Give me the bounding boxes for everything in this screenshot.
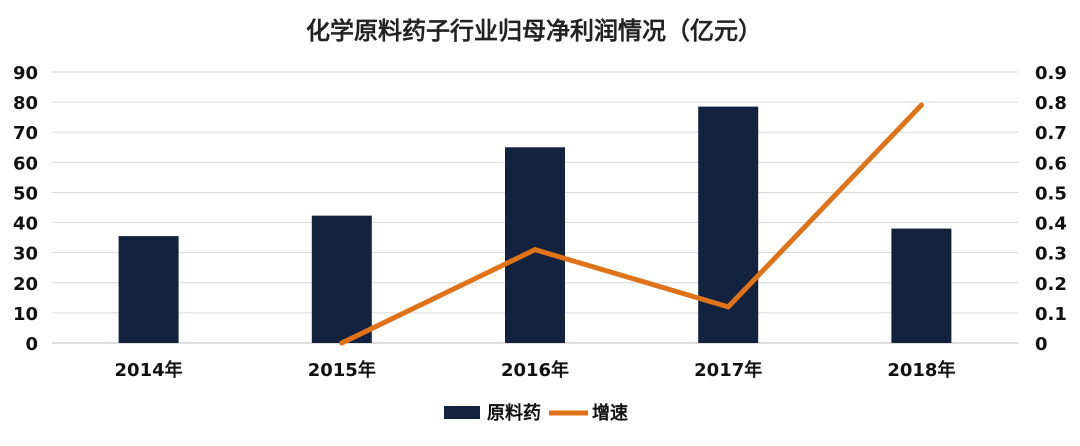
left-tick-label: 70 xyxy=(13,123,38,144)
left-tick-label: 60 xyxy=(13,153,38,174)
line-layer xyxy=(339,102,924,346)
category-label: 2015年 xyxy=(308,359,376,381)
left-tick-label: 10 xyxy=(13,304,38,325)
legend-line-label: 增速 xyxy=(592,402,628,424)
category-label: 2018年 xyxy=(887,359,955,381)
left-axis: 0 10 20 30 40 50 60 70 80 90 xyxy=(13,63,38,355)
right-tick-label: 0.2 xyxy=(1035,274,1067,295)
chart-title: 化学原料药子行业归母净利润情况（亿元） xyxy=(306,17,762,45)
legend-bar-label: 原料药 xyxy=(487,402,541,424)
growth-point xyxy=(532,247,538,253)
right-tick-label: 0.9 xyxy=(1035,63,1067,84)
category-label: 2017年 xyxy=(694,359,762,381)
growth-point xyxy=(725,304,731,310)
right-tick-label: 0.1 xyxy=(1035,304,1067,325)
growth-point xyxy=(339,340,345,346)
bar xyxy=(311,215,372,343)
right-tick-label: 0 xyxy=(1035,334,1048,355)
right-tick-label: 0.7 xyxy=(1035,123,1067,144)
legend: 原料药 增速 xyxy=(444,402,628,424)
right-tick-label: 0.4 xyxy=(1035,214,1067,235)
bar xyxy=(505,147,565,343)
left-tick-label: 20 xyxy=(13,274,38,295)
right-tick-label: 0.6 xyxy=(1035,153,1067,174)
right-tick-label: 0.3 xyxy=(1035,244,1067,265)
bar xyxy=(891,228,952,343)
growth-line xyxy=(339,102,924,346)
right-axis: 0 0.1 0.2 0.3 0.4 0.5 0.6 0.7 0.8 0.9 xyxy=(1035,63,1067,355)
left-tick-label: 0 xyxy=(25,334,38,355)
growth-point xyxy=(918,102,924,108)
legend-bar-swatch xyxy=(444,406,480,419)
x-axis: 2014年 2015年 2016年 2017年 2018年 xyxy=(115,359,956,381)
left-tick-label: 90 xyxy=(13,63,38,84)
left-tick-label: 80 xyxy=(13,93,38,114)
right-tick-label: 0.8 xyxy=(1035,93,1067,114)
right-tick-label: 0.5 xyxy=(1035,183,1067,204)
category-label: 2014年 xyxy=(115,359,183,381)
bars-layer xyxy=(118,106,952,343)
left-tick-label: 30 xyxy=(13,244,38,265)
left-tick-label: 50 xyxy=(13,183,38,204)
bar xyxy=(118,236,179,343)
category-label: 2016年 xyxy=(501,359,569,381)
left-tick-label: 40 xyxy=(13,214,38,235)
